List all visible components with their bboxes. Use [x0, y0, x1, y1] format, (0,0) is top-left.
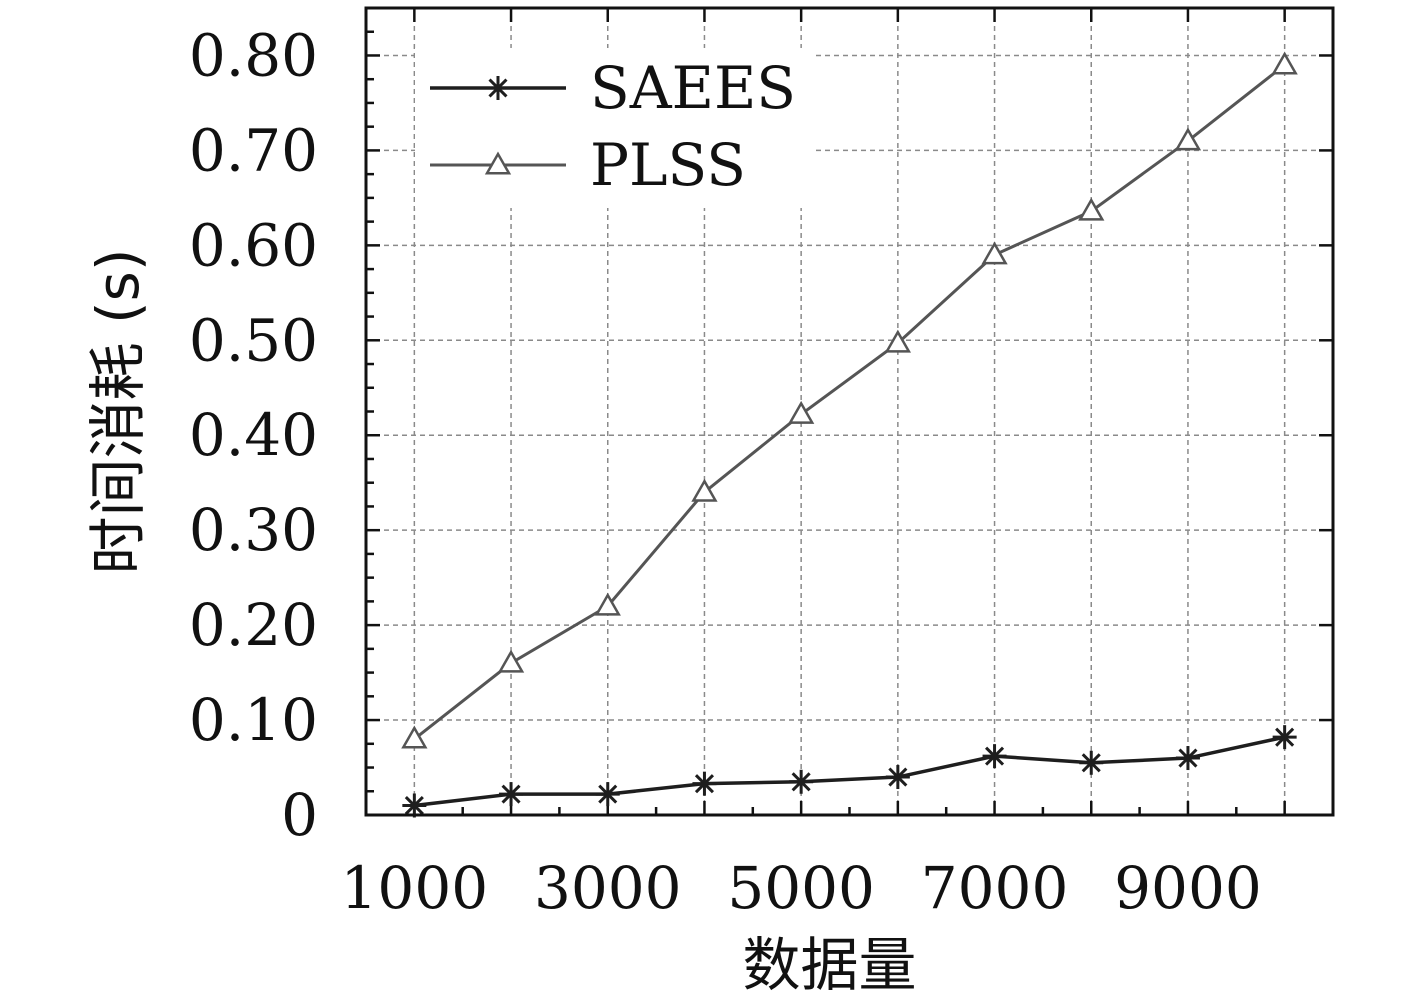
y-tick-label: 0.60 [189, 211, 318, 279]
data-point-plss [401, 725, 428, 749]
data-point-plss [594, 592, 621, 616]
data-point-saees [692, 771, 717, 796]
asterisk-stroke [1275, 727, 1295, 747]
legend-item-plss: PLSS [430, 131, 746, 199]
series-group [401, 51, 1298, 818]
data-point-plss [981, 241, 1008, 265]
asterisk-stroke [791, 772, 811, 792]
asterisk-stroke [501, 784, 521, 804]
data-point-saees [1079, 750, 1104, 775]
data-point-saees [1175, 746, 1200, 771]
legend-label: PLSS [590, 131, 746, 199]
asterisk-stroke [404, 795, 424, 816]
data-point-saees [982, 744, 1007, 769]
legend: SAEES PLSS [415, 48, 815, 208]
legend-label: SAEES [590, 54, 796, 122]
legend-marker [486, 76, 510, 100]
y-tick-labels: 0 0.10 0.20 0.30 0.40 0.50 0.60 0.70 0.80 [189, 21, 318, 849]
x-tick-label: 9000 [1114, 854, 1262, 922]
y-tick-label: 0.50 [189, 306, 318, 374]
series-line-plss [413, 63, 1286, 741]
y-tick-label: 0.10 [189, 686, 318, 754]
x-tick-labels: 1000 3000 5000 7000 9000 [341, 854, 1262, 922]
x-axis-title: 数据量 [742, 931, 916, 999]
x-tick-label: 3000 [534, 854, 682, 922]
x-tick-label: 1000 [341, 854, 489, 922]
asterisk-stroke [1178, 748, 1198, 768]
data-point-saees [499, 782, 524, 807]
data-point-plss [497, 649, 525, 673]
legend-marker [484, 151, 512, 175]
asterisk-stroke [1081, 753, 1101, 773]
data-point-plss [1078, 197, 1105, 221]
data-point-saees [885, 765, 910, 790]
data-point-plss [1174, 127, 1202, 151]
data-point-plss [787, 400, 815, 424]
y-tick-label: 0.30 [189, 496, 318, 564]
data-point-saees [402, 793, 427, 818]
y-tick-label: 0.40 [189, 401, 318, 469]
data-point-saees [595, 782, 620, 807]
plot-frame [364, 6, 1335, 817]
asterisk-stroke [888, 767, 908, 787]
data-point-saees [1272, 725, 1297, 750]
y-tick-label: 0.20 [189, 591, 318, 659]
y-tick-label: 0 [281, 781, 318, 849]
data-point-plss [1271, 51, 1298, 75]
data-point-plss [691, 478, 718, 502]
y-tick-label: 0.70 [189, 116, 318, 184]
y-tick-label: 0.80 [189, 21, 318, 89]
asterisk-stroke [985, 746, 1005, 766]
asterisk-stroke [694, 774, 714, 794]
grid-lines [366, 8, 1333, 815]
x-tick-label: 5000 [727, 854, 875, 922]
asterisk-stroke [598, 784, 618, 804]
x-tick-label: 7000 [921, 854, 1069, 922]
data-point-saees [789, 769, 814, 794]
series-saees [402, 725, 1297, 818]
legend-item-saees: SAEES [430, 54, 796, 122]
series-line-saees [414, 735, 1286, 808]
legend-background [415, 48, 815, 208]
data-point-plss [884, 329, 912, 353]
y-axis-title: 时间消耗 (s) [84, 249, 152, 575]
series-plss [401, 51, 1298, 749]
asterisk-stroke [488, 78, 508, 98]
